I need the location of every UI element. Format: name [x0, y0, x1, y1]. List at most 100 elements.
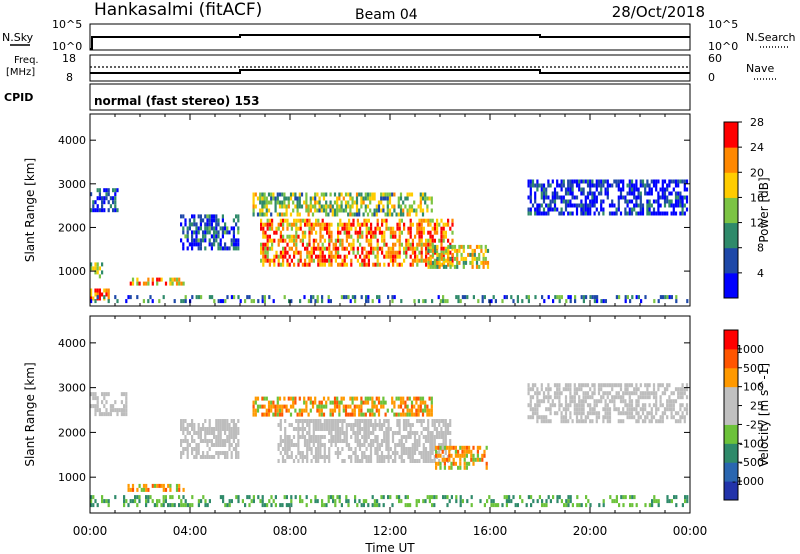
echo-cell: [112, 196, 115, 201]
echo-cell: [564, 415, 568, 420]
echo-cell: [136, 295, 139, 300]
echo-cell: [529, 191, 532, 196]
echo-cell: [591, 383, 594, 388]
echo-cell: [386, 200, 389, 205]
echo-cell: [367, 455, 370, 459]
echo-cell: [374, 226, 377, 231]
echo-cell: [197, 295, 200, 300]
echo-cell: [277, 226, 280, 231]
echo-cell: [659, 395, 662, 400]
echo-cell: [545, 499, 548, 504]
echo-cell: [405, 246, 408, 251]
echo-cell: [338, 499, 341, 504]
echo-cell: [486, 264, 490, 269]
echo-cell: [356, 443, 359, 447]
echo-cell: [204, 222, 207, 227]
echo-cell: [429, 459, 432, 463]
colorbar-tick-label: 1000: [736, 343, 764, 356]
echo-cell: [429, 256, 432, 261]
echo-cell: [370, 250, 373, 255]
echo-cell: [426, 412, 429, 417]
echo-cell: [663, 187, 667, 192]
echo-cell: [538, 211, 541, 216]
echo-cell: [553, 403, 557, 408]
echo-cell: [413, 451, 417, 455]
echo-cell: [347, 212, 350, 217]
echo-cell: [321, 455, 324, 459]
echo-cell: [416, 459, 419, 463]
echo-cell: [461, 449, 464, 454]
echo-cell: [567, 187, 570, 192]
echo-cell: [416, 431, 419, 435]
echo-cell: [387, 226, 390, 231]
echo-cell: [374, 451, 377, 455]
echo-cell: [438, 260, 441, 265]
echo-cell: [180, 281, 183, 286]
echo-cell: [169, 495, 172, 500]
echo-cell: [385, 455, 388, 459]
echo-cell: [92, 503, 95, 508]
echo-cell: [469, 244, 472, 249]
echo-cell: [270, 400, 273, 405]
echo-cell: [308, 218, 311, 223]
echo-cell: [394, 230, 397, 235]
echo-cell: [299, 254, 302, 259]
echo-cell: [637, 395, 640, 400]
echo-cell: [235, 435, 238, 439]
echo-cell: [600, 191, 603, 196]
echo-cell: [118, 408, 121, 413]
echo-cell: [377, 400, 381, 405]
echo-cell: [442, 264, 446, 269]
echo-cell: [540, 415, 543, 420]
echo-cell: [334, 246, 337, 251]
echo-cell: [431, 439, 434, 443]
echo-cell: [221, 230, 224, 235]
echo-cell: [444, 234, 447, 239]
echo-cell: [569, 403, 572, 408]
echo-cell: [301, 419, 304, 423]
echo-cell: [386, 192, 389, 197]
echo-cell: [573, 383, 576, 388]
echo-cell: [367, 238, 370, 243]
echo-cell: [468, 461, 471, 466]
echo-cell: [92, 396, 95, 401]
echo-cell: [677, 179, 680, 184]
echo-cell: [260, 218, 263, 223]
echo-cell: [364, 412, 367, 417]
echo-cell: [639, 415, 642, 420]
echo-cell: [505, 295, 508, 300]
echo-cell: [366, 396, 370, 401]
echo-cell: [306, 218, 309, 223]
echo-cell: [330, 419, 333, 423]
echo-cell: [398, 499, 401, 504]
echo-cell: [230, 295, 233, 300]
echo-cell: [365, 222, 368, 227]
echo-cell: [650, 407, 653, 412]
echo-cell: [380, 196, 383, 201]
echo-cell: [186, 423, 189, 427]
echo-cell: [259, 208, 262, 213]
echo-cells: [90, 179, 689, 304]
echo-cell: [347, 503, 350, 508]
echo-cell: [210, 242, 213, 247]
echo-cell: [372, 423, 375, 427]
echo-cell: [407, 423, 410, 427]
echo-cell: [540, 191, 543, 196]
echo-cell: [385, 222, 388, 227]
echo-cell: [369, 196, 372, 201]
echo-cell: [422, 447, 425, 451]
echo-cell: [404, 204, 407, 209]
echo-cell: [389, 226, 392, 231]
echo-cell: [301, 218, 304, 223]
echo-cell: [635, 387, 638, 392]
echo-cell: [363, 419, 366, 423]
echo-cell: [319, 222, 322, 227]
echo-cell: [429, 230, 432, 235]
echo-cell: [593, 211, 596, 216]
echo-cell: [142, 281, 146, 286]
echo-cell: [142, 487, 146, 492]
echo-cell: [210, 214, 213, 219]
echo-cell: [354, 419, 357, 423]
echo-cell: [217, 222, 220, 227]
